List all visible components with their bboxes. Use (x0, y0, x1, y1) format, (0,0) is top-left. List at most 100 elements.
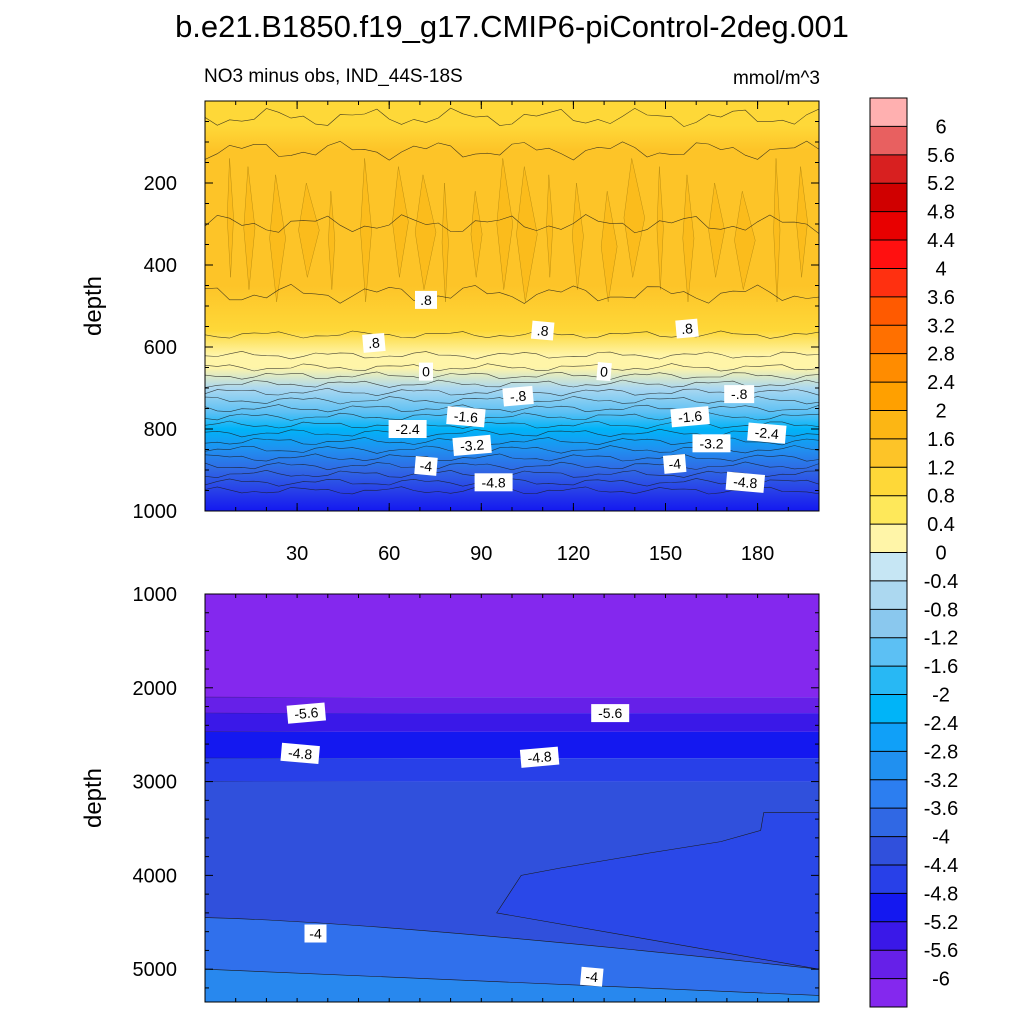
contour-label-text: .8 (536, 322, 549, 339)
top-panel-streaks (226, 158, 808, 302)
colorbar-label: -3.2 (924, 770, 958, 792)
top-contour-line (205, 404, 819, 413)
colorbar-label: 0.8 (927, 486, 955, 508)
top-panel-subtitle: NO3 minus obs, IND_44S-18S (204, 66, 463, 87)
colorbar-label: -2.8 (924, 741, 958, 763)
top-streak (708, 182, 725, 278)
contour-label: -2.4 (388, 420, 427, 438)
contour-label-box (530, 320, 555, 341)
contour-label-box (286, 702, 327, 724)
contour-label-box (474, 473, 513, 492)
top-streak (623, 158, 645, 278)
contour-label-box (419, 362, 433, 381)
contour-label-box (446, 406, 486, 428)
top-contour-line (205, 140, 819, 161)
colorbar-swatch (870, 751, 907, 781)
top-streak (572, 182, 584, 290)
contour-label-text: -5.6 (294, 704, 320, 722)
top-panel-contour-labels: .8 .8 .8 .8 0 0 -.8 -.8 -1.6 -1.6 -2.4 -2.4 -3.2 -3.2… (362, 290, 787, 493)
bottom-band (205, 713, 819, 732)
colorbar-label: 2 (935, 400, 946, 422)
contour-label-text: -4 (585, 968, 599, 985)
colorbar-label: -1.2 (924, 628, 958, 650)
colorbar-swatch (870, 382, 907, 411)
bottom-band (205, 758, 819, 782)
contour-label-box (725, 471, 766, 493)
contour-label: -4 (580, 966, 604, 987)
colorbar-swatch (870, 467, 907, 496)
top-streak (470, 191, 483, 278)
top-panel: .8 .8 .8 .8 0 0 -.8 -.8 -1.6 -1.6 -2.4 -2.4 -3.2 -3.2… (80, 100, 820, 1002)
bottom-ytick-label: 1000 (133, 584, 178, 606)
colorbar-label: 3.2 (927, 315, 955, 337)
contour-label: -4.8 (280, 742, 320, 765)
contour-label-text: -1.6 (453, 408, 479, 426)
colorbar-label: -1.6 (924, 656, 958, 678)
contour-label: 0 (419, 362, 433, 381)
colorbar-label: 1.2 (927, 457, 955, 479)
colorbar-label: 6 (935, 116, 946, 138)
colorbar: 6 5.6 5.2 4.8 4.4 4 3.6 3.2 2.8 2.4 2 1.6 1.2 0.8 0.4 0… (869, 97, 958, 1008)
top-panel-ticks: 30 60 90 120 150 180 200 400 600 800 1000 (133, 101, 819, 1002)
contour-label-box (747, 422, 787, 444)
contour-label-box (675, 318, 699, 339)
top-streak (796, 166, 808, 278)
colorbar-swatch (870, 154, 907, 184)
colorbar-swatch (870, 609, 907, 639)
colorbar-swatch (870, 211, 907, 241)
top-ytick-label: 800 (144, 419, 177, 441)
colorbar-label: -5.2 (924, 912, 958, 934)
top-ytick-label: 1000 (133, 501, 178, 523)
contour-label: -.8 (724, 385, 755, 404)
top-streak (600, 191, 618, 302)
top-contour-line (205, 371, 819, 380)
top-streak (734, 191, 756, 290)
colorbar-swatch (870, 978, 907, 1008)
bottom-band (205, 594, 819, 698)
top-streak (298, 182, 320, 278)
colorbar-swatch (870, 410, 907, 440)
bottom-ytick-label: 3000 (133, 772, 178, 794)
contour-label-box (452, 434, 492, 457)
top-panel-ylabel: depth (80, 276, 107, 336)
top-ytick-label: 600 (144, 337, 177, 359)
top-ytick-label: 400 (144, 255, 177, 277)
contour-label-text: -2.4 (754, 424, 780, 442)
colorbar-swatch (870, 183, 907, 212)
colorbar-swatch (870, 694, 907, 724)
contour-label-box (502, 385, 534, 407)
figure-title: b.e21.B1850.f19_g17.CMIP6-piControl-2deg… (175, 9, 849, 44)
contour-label: -4.8 (725, 471, 766, 493)
top-contour-line (205, 453, 819, 462)
contour-label-text: -.8 (731, 386, 748, 402)
top-xtick-label: 60 (378, 543, 400, 565)
colorbar-swatch (870, 98, 907, 127)
colorbar-label: 5.2 (927, 173, 955, 195)
contour-label-box (304, 924, 327, 943)
top-panel-contour-lines (205, 107, 819, 495)
contour-label: 0 (596, 362, 612, 382)
colorbar-swatch (870, 921, 907, 951)
top-streak (516, 166, 538, 302)
colorbar-swatch (870, 950, 907, 979)
contour-label-box (670, 406, 710, 428)
contour-label: -4 (414, 455, 438, 476)
contour-label: -4.8 (519, 746, 560, 768)
colorbar-swatch (870, 552, 907, 582)
top-contour-line (205, 461, 819, 471)
colorbar-label: -6 (932, 969, 950, 991)
top-contour-line (205, 379, 819, 388)
contour-label: -1.6 (446, 406, 486, 428)
top-contour-line (205, 350, 819, 360)
top-xtick-label: 180 (741, 543, 774, 565)
colorbar-swatch (870, 353, 907, 383)
contour-label: -4 (662, 453, 687, 474)
colorbar-swatch (870, 126, 907, 156)
contour-label-box (519, 746, 560, 768)
contour-label: .8 (675, 318, 699, 339)
contour-label-box (362, 332, 386, 353)
bottom-panel-shapes (205, 812, 819, 1002)
top-xtick-label: 120 (557, 543, 590, 565)
top-streak (414, 174, 437, 290)
